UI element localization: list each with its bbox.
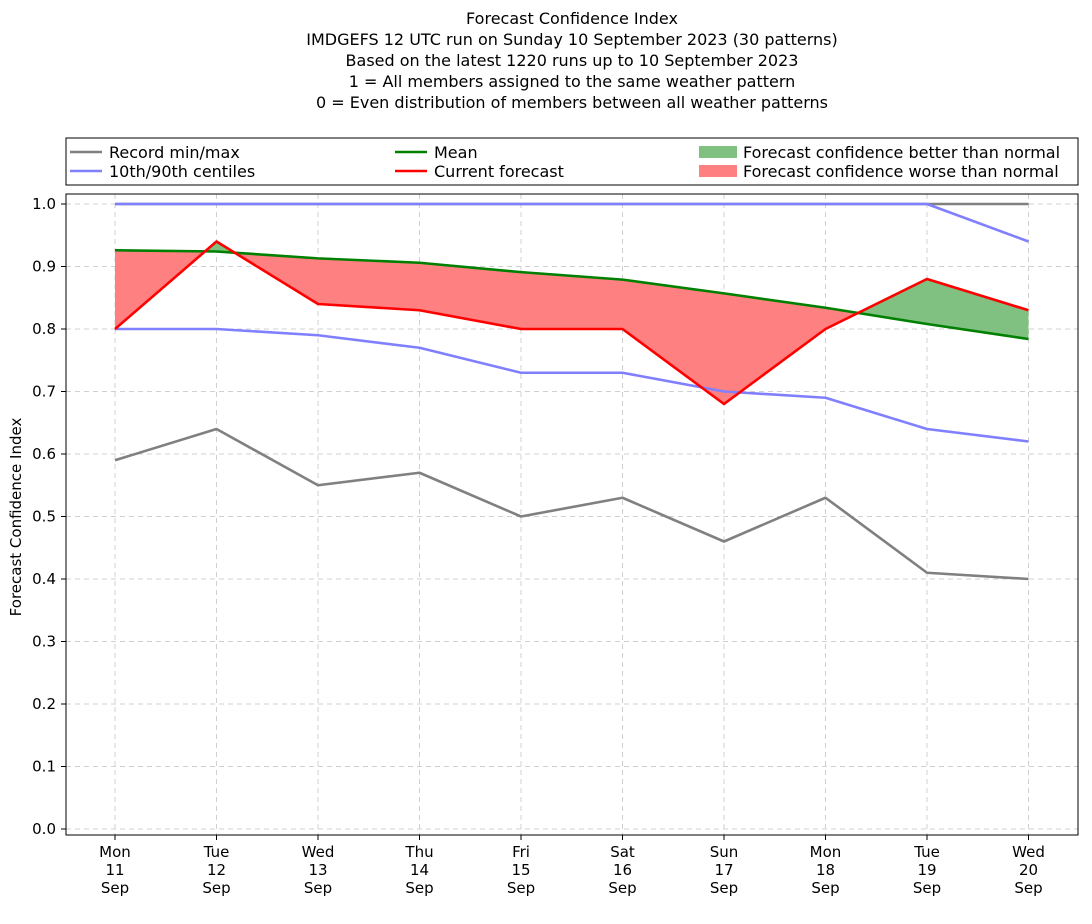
x-tick-label: 15 [511,861,530,879]
x-tick-label: Sun [710,843,739,861]
title-line-2: IMDGEFS 12 UTC run on Sunday 10 Septembe… [306,30,838,49]
x-tick-label: Sep [101,879,129,897]
x-tick-label: 13 [308,861,327,879]
legend-swatch-better [699,146,737,158]
title-line-4: 1 = All members assigned to the same wea… [349,72,796,91]
x-tick-label: 14 [410,861,429,879]
fill-worse-than-normal [622,279,724,404]
x-tick-label: 16 [613,861,632,879]
y-tick-label: 0.7 [32,383,56,401]
x-tick-label: 20 [1019,861,1038,879]
x-tick-label: 11 [105,861,124,879]
y-tick-label: 0.9 [32,258,56,276]
x-tick-label: 18 [816,861,835,879]
x-tick-label: Sep [1014,879,1042,897]
legend-label-better: Forecast confidence better than normal [743,143,1060,162]
series-line-current-forecast [114,240,1029,406]
x-tick-label: Sep [202,879,230,897]
y-axis-label: Forecast Confidence Index [7,418,25,617]
plot-frame [65,193,1079,836]
chart-title: Forecast Confidence Index IMDGEFS 12 UTC… [306,9,838,112]
legend-label-worse: Forecast confidence worse than normal [743,162,1059,181]
fill-worse-than-normal [521,272,623,329]
y-tick-label: 0.6 [32,445,56,463]
x-tick-label: Mon [99,843,131,861]
x-tick-label: Sep [507,879,535,897]
x-tick-label: Tue [913,843,940,861]
legend: Record min/max 10th/90th centiles Mean C… [65,137,1079,186]
y-tick-label: 0.0 [32,820,56,838]
legend-label-current: Current forecast [434,162,564,181]
fill-worse-than-normal [419,262,521,329]
x-tick-label: Wed [302,843,335,861]
legend-label-record: Record min/max [109,143,240,162]
x-tick-label: Fri [512,843,530,861]
x-tick-label: Sep [405,879,433,897]
x-tick-label: Sat [610,843,635,861]
x-tick-label: Sep [608,879,636,897]
title-line-1: Forecast Confidence Index [466,9,678,28]
series-line-record-min [114,427,1029,581]
title-line-3: Based on the latest 1220 runs up to 10 S… [346,51,799,70]
x-tick-label: Sep [811,879,839,897]
y-tick-label: 0.2 [32,695,56,713]
x-tick-label: 12 [207,861,226,879]
x-tick-label: 17 [714,861,733,879]
series-lines [114,202,1029,581]
y-tick-label: 0.1 [32,758,56,776]
x-axis-ticks: Mon11SepTue12SepWed13SepThu14SepFri15Sep… [99,835,1045,897]
fill-worse-than-normal [724,293,826,404]
legend-swatch-worse [699,165,737,177]
fill-better-than-normal [858,279,927,324]
legend-label-mean: Mean [434,143,478,162]
y-tick-label: 0.5 [32,508,56,526]
x-tick-label: Thu [404,843,433,861]
title-line-5: 0 = Even distribution of members between… [316,93,828,112]
y-axis-ticks: 0.0 0.1 0.2 0.3 0.4 0.5 0.6 0.7 0.8 0.9 1.0 [32,195,66,838]
y-tick-label: 0.3 [32,633,56,651]
series-line-10th-centile [115,327,1029,443]
x-tick-label: Mon [810,843,842,861]
series-line-mean [114,248,1029,341]
fill-better-than-normal [927,279,1029,339]
y-tick-label: 0.4 [32,570,56,588]
fill-worse-than-normal [318,258,420,311]
x-tick-label: Sep [304,879,332,897]
series-line-90th-centile [115,202,1029,243]
confidence-fills [115,241,1029,404]
x-tick-label: Sep [710,879,738,897]
x-tick-label: Sep [913,879,941,897]
legend-label-centiles: 10th/90th centiles [109,162,255,181]
y-tick-label: 0.8 [32,320,56,338]
x-tick-label: Wed [1012,843,1045,861]
x-tick-label: Tue [203,843,230,861]
x-tick-label: 19 [917,861,936,879]
y-tick-label: 1.0 [32,195,56,213]
legend-box [65,137,1079,186]
